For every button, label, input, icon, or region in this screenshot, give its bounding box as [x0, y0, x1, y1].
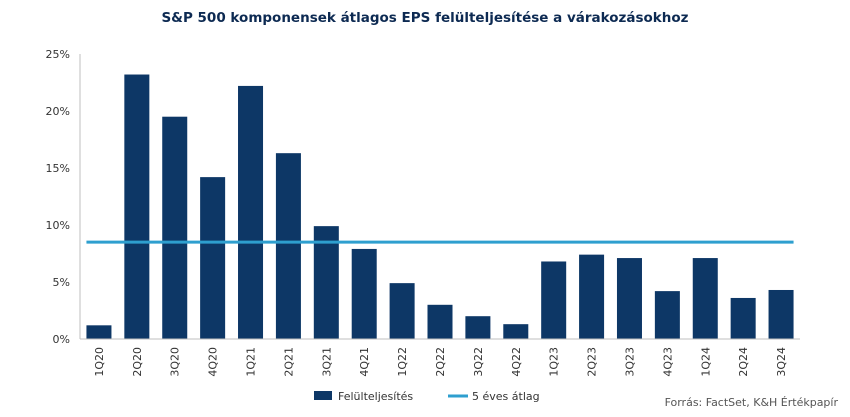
bar	[238, 85, 264, 339]
x-tick-label: 1Q24	[699, 347, 712, 377]
bar	[654, 291, 680, 339]
x-tick-label: 1Q20	[93, 347, 106, 377]
bar	[427, 304, 453, 339]
x-tick-label: 3Q22	[472, 347, 485, 377]
legend-swatch-bar	[314, 391, 332, 400]
x-tick-label: 2Q23	[586, 347, 599, 377]
bar	[579, 254, 605, 339]
x-tick-label: 2Q21	[282, 347, 295, 377]
x-tick-label: 1Q23	[548, 347, 561, 377]
bar	[503, 324, 529, 339]
legend-label-line: 5 éves átlag	[472, 390, 540, 403]
bar	[692, 258, 718, 339]
bar	[200, 177, 226, 339]
y-tick-label: 10%	[46, 219, 70, 232]
bar	[313, 226, 339, 339]
bar	[541, 261, 567, 339]
y-tick-label: 20%	[46, 105, 70, 118]
x-tick-label: 4Q23	[661, 347, 674, 377]
x-tick-label: 3Q20	[169, 347, 182, 377]
x-tick-label: 2Q22	[434, 347, 447, 377]
legend: Felülteljesítés 5 éves átlag	[314, 390, 540, 403]
x-tick-label: 4Q22	[510, 347, 523, 377]
legend-label-bar: Felülteljesítés	[338, 390, 413, 403]
bar	[465, 316, 491, 339]
bar	[616, 258, 642, 339]
x-tick-label: 4Q21	[358, 347, 371, 377]
chart-title: S&P 500 komponensek átlagos EPS felültel…	[161, 10, 689, 26]
x-tick-label: 2Q24	[737, 347, 750, 377]
x-tick-label: 1Q22	[396, 347, 409, 377]
x-tick-label: 3Q21	[320, 347, 333, 377]
bar	[124, 74, 150, 340]
y-tick-label: 0%	[53, 333, 70, 346]
bar	[730, 297, 756, 339]
x-tick-label: 3Q24	[775, 347, 788, 377]
bar	[768, 289, 794, 339]
x-tick-label: 4Q20	[207, 347, 220, 377]
y-tick-label: 5%	[53, 276, 70, 289]
x-tick-label: 1Q21	[245, 347, 258, 377]
y-tick-label: 25%	[46, 48, 70, 61]
bar	[162, 116, 188, 339]
x-tick-label: 3Q23	[623, 347, 636, 377]
bar	[275, 153, 301, 339]
y-tick-label: 15%	[46, 162, 70, 175]
x-tick-label: 2Q20	[131, 347, 144, 377]
bar	[389, 283, 415, 339]
source-note: Forrás: FactSet, K&H Értékpapír	[664, 396, 838, 409]
bar	[86, 325, 112, 339]
bar	[351, 248, 377, 339]
